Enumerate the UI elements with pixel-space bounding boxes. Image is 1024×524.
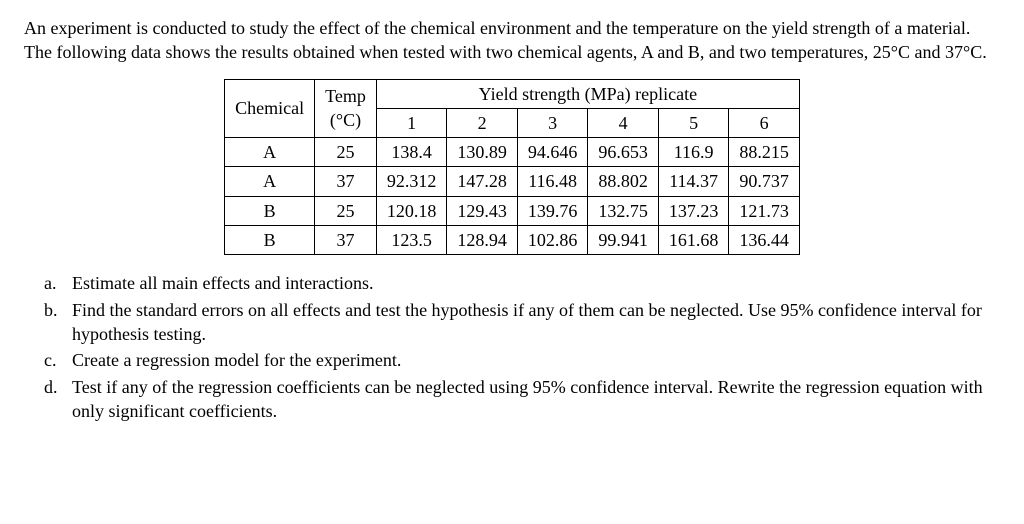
rep-header: 4 [588, 108, 659, 137]
temp-label-line2: (°C) [330, 110, 361, 130]
cell-value: 88.802 [588, 167, 659, 196]
question-letter: a. [44, 271, 72, 295]
cell-value: 92.312 [376, 167, 447, 196]
data-table: Chemical Temp (°C) Yield strength (MPa) … [224, 79, 800, 256]
temp-label-line1: Temp [325, 86, 366, 106]
cell-value: 99.941 [588, 226, 659, 255]
rep-header: 3 [517, 108, 588, 137]
cell-value: 120.18 [376, 196, 447, 225]
cell-chemical: B [225, 226, 315, 255]
cell-value: 114.37 [658, 167, 729, 196]
cell-chemical: A [225, 167, 315, 196]
intro-paragraph: An experiment is conducted to study the … [24, 16, 1000, 65]
question-letter: b. [44, 298, 72, 347]
question-item: c. Create a regression model for the exp… [44, 348, 1000, 372]
cell-value: 138.4 [376, 138, 447, 167]
cell-value: 137.23 [658, 196, 729, 225]
question-letter: c. [44, 348, 72, 372]
cell-value: 102.86 [517, 226, 588, 255]
cell-temp: 37 [315, 167, 377, 196]
cell-chemical: B [225, 196, 315, 225]
question-text: Find the standard errors on all effects … [72, 298, 1000, 347]
cell-value: 116.9 [658, 138, 729, 167]
cell-temp: 25 [315, 196, 377, 225]
cell-value: 147.28 [447, 167, 518, 196]
col-chemical-header: Chemical [225, 79, 315, 138]
table-row: B 25 120.18 129.43 139.76 132.75 137.23 … [225, 196, 800, 225]
table-row: A 25 138.4 130.89 94.646 96.653 116.9 88… [225, 138, 800, 167]
cell-temp: 25 [315, 138, 377, 167]
cell-value: 90.737 [729, 167, 800, 196]
col-temp-header: Temp (°C) [315, 79, 377, 138]
question-list: a. Estimate all main effects and interac… [24, 271, 1000, 423]
cell-value: 139.76 [517, 196, 588, 225]
rep-header: 6 [729, 108, 800, 137]
question-text: Create a regression model for the experi… [72, 348, 1000, 372]
table-header-row-1: Chemical Temp (°C) Yield strength (MPa) … [225, 79, 800, 108]
cell-value: 128.94 [447, 226, 518, 255]
question-item: a. Estimate all main effects and interac… [44, 271, 1000, 295]
question-text: Test if any of the regression coefficien… [72, 375, 1000, 424]
rep-header: 1 [376, 108, 447, 137]
cell-value: 88.215 [729, 138, 800, 167]
col-yield-header: Yield strength (MPa) replicate [376, 79, 799, 108]
question-letter: d. [44, 375, 72, 424]
question-item: b. Find the standard errors on all effec… [44, 298, 1000, 347]
cell-temp: 37 [315, 226, 377, 255]
cell-chemical: A [225, 138, 315, 167]
cell-value: 132.75 [588, 196, 659, 225]
cell-value: 123.5 [376, 226, 447, 255]
rep-header: 2 [447, 108, 518, 137]
cell-value: 130.89 [447, 138, 518, 167]
rep-header: 5 [658, 108, 729, 137]
cell-value: 121.73 [729, 196, 800, 225]
question-text: Estimate all main effects and interactio… [72, 271, 1000, 295]
table-row: A 37 92.312 147.28 116.48 88.802 114.37 … [225, 167, 800, 196]
cell-value: 161.68 [658, 226, 729, 255]
cell-value: 136.44 [729, 226, 800, 255]
table-row: B 37 123.5 128.94 102.86 99.941 161.68 1… [225, 226, 800, 255]
cell-value: 129.43 [447, 196, 518, 225]
table-container: Chemical Temp (°C) Yield strength (MPa) … [24, 79, 1000, 256]
question-item: d. Test if any of the regression coeffic… [44, 375, 1000, 424]
cell-value: 96.653 [588, 138, 659, 167]
cell-value: 116.48 [517, 167, 588, 196]
cell-value: 94.646 [517, 138, 588, 167]
